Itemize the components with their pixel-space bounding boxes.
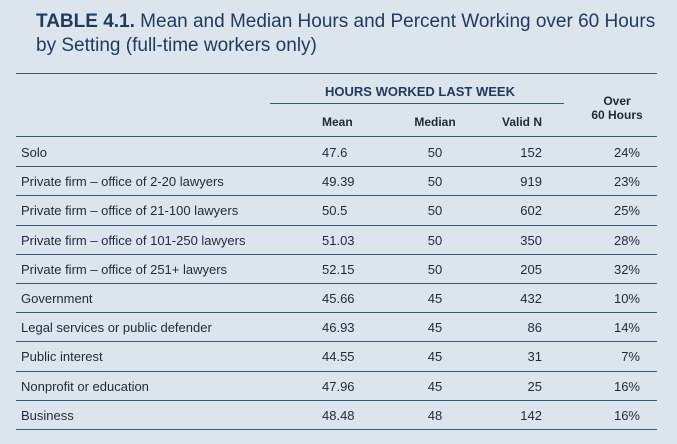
- setting-cell: Private firm – office of 101-250 lawyers: [21, 232, 246, 248]
- setting-cell: Nonprofit or education: [21, 378, 149, 394]
- setting-cell: Government: [21, 291, 93, 306]
- setting-cell: Solo: [21, 145, 48, 160]
- group-header: HOURS WORKED LAST WEEK: [325, 84, 515, 99]
- mean-cell: 47.6: [322, 145, 348, 160]
- table-row: Legal services or public defender 46.93 45…: [0, 312, 677, 341]
- row-divider: [16, 195, 657, 197]
- table-row: Business 48.48 48 142 16%: [0, 400, 677, 429]
- median-cell: 50: [427, 261, 443, 277]
- over-60-cell: 14%: [613, 320, 640, 336]
- mean-cell: 45.66: [322, 291, 355, 306]
- over-60-header-line2: 60 Hours: [591, 108, 643, 122]
- row-divider: [16, 429, 657, 430]
- over-60-cell: 16%: [613, 407, 640, 423]
- mean-cell: 49.39: [322, 174, 355, 190]
- mean-cell: 47.96: [322, 378, 355, 394]
- setting-cell: Private firm – office of 251+ lawyers: [21, 261, 228, 277]
- valid-n-cell: 205: [520, 261, 542, 277]
- header-bottom-rule: [16, 136, 657, 137]
- table-row: Nonprofit or education 47.96 45 25 16%: [0, 371, 677, 400]
- setting-cell: Public interest: [21, 349, 103, 365]
- median-cell: 45: [427, 349, 443, 365]
- over-60-cell: 16%: [613, 378, 640, 394]
- valid-n-cell: 152: [520, 145, 542, 160]
- valid-n-cell: 25: [527, 378, 542, 394]
- mean-cell: 44.55: [322, 349, 355, 365]
- over-60-cell: 23%: [613, 174, 640, 190]
- top-rule: [16, 73, 657, 74]
- valid-n-cell: 86: [527, 320, 542, 336]
- over-60-cell: 25%: [613, 203, 640, 219]
- table-row: Public interest 44.55 45 31 7%: [0, 341, 677, 370]
- median-cell: 50: [427, 232, 443, 248]
- valid-n-cell: 919: [520, 174, 542, 190]
- valid-n-cell: 432: [520, 291, 542, 306]
- over-60-cell: 7%: [621, 349, 640, 365]
- row-divider: [16, 370, 657, 372]
- table-label: TABLE 4.1.: [36, 11, 135, 32]
- median-cell: 50: [427, 145, 443, 160]
- over-60-cell: 10%: [613, 291, 640, 306]
- median-cell: 45: [427, 378, 443, 394]
- setting-cell: Legal services or public defender: [21, 320, 212, 336]
- row-divider: [16, 341, 657, 343]
- mean-cell: 52.15: [322, 261, 355, 277]
- table-row: Private firm – office of 101-250 lawyers…: [0, 225, 677, 254]
- valid-n-cell: 350: [520, 232, 542, 248]
- setting-cell: Business: [21, 407, 74, 423]
- valid-n-header: Valid N: [501, 115, 542, 129]
- row-divider: [16, 399, 657, 401]
- valid-n-cell: 602: [520, 203, 542, 219]
- median-cell: 45: [427, 320, 443, 336]
- table-caption: Mean and Median Hours and Percent Workin…: [36, 11, 656, 56]
- median-cell: 50: [427, 203, 443, 219]
- row-divider: [16, 224, 657, 226]
- setting-cell: Private firm – office of 2-20 lawyers: [21, 174, 224, 190]
- table-row: Government 45.66 45 432 10%: [0, 283, 677, 312]
- median-cell: 50: [427, 174, 443, 190]
- mean-cell: 46.93: [322, 320, 355, 336]
- row-divider: [16, 166, 657, 168]
- row-divider: [16, 283, 657, 284]
- valid-n-cell: 142: [520, 407, 542, 423]
- table-row: Private firm – office of 2-20 lawyers 49.…: [0, 166, 677, 195]
- mean-cell: 51.03: [322, 232, 355, 248]
- over-60-cell: 28%: [613, 232, 640, 248]
- row-divider: [16, 312, 657, 314]
- median-cell: 48: [427, 407, 443, 423]
- setting-cell: Private firm – office of 21-100 lawyers: [21, 203, 239, 219]
- mean-cell: 50.5: [322, 203, 348, 219]
- over-60-cell: 24%: [613, 145, 640, 160]
- mean-header: Mean: [322, 115, 353, 129]
- over-60-header-line1: Over: [603, 94, 631, 108]
- table-row: Private firm – office of 251+ lawyers 52.…: [0, 254, 677, 283]
- over-60-cell: 32%: [613, 261, 640, 277]
- median-cell: 45: [427, 291, 443, 306]
- group-rule: [270, 103, 564, 104]
- mean-cell: 48.48: [322, 407, 355, 423]
- table-title: TABLE 4.1. Mean and Median Hours and Per…: [36, 10, 656, 58]
- median-header: Median: [414, 115, 456, 129]
- over-60-header: Over 60 Hours: [582, 94, 652, 122]
- valid-n-cell: 31: [527, 349, 542, 365]
- table-row: Private firm – office of 21-100 lawyers 5…: [0, 195, 677, 224]
- table-row: Solo 47.6 50 152 24%: [0, 137, 677, 166]
- row-divider: [16, 253, 657, 255]
